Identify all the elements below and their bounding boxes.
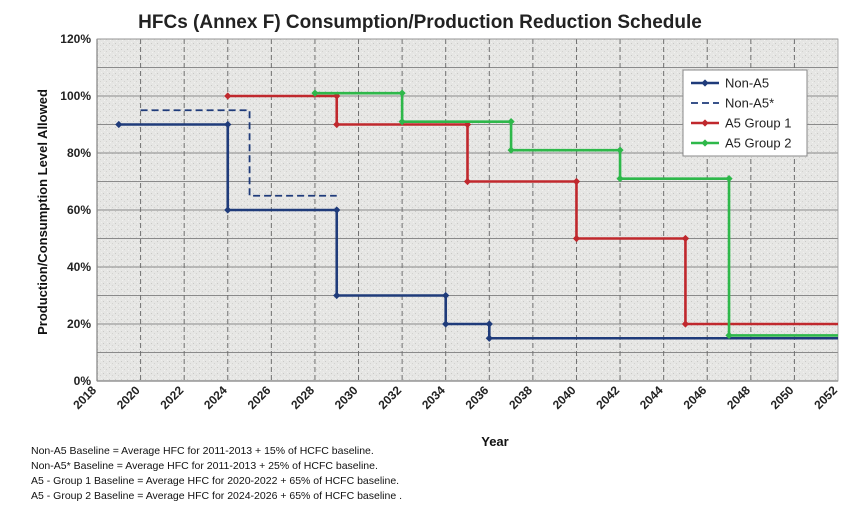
series-group: [115, 89, 838, 342]
legend-marker: [701, 79, 709, 87]
chart-title: HFCs (Annex F) Consumption/Production Re…: [138, 12, 702, 33]
data-point-marker: [224, 92, 232, 100]
x-tick-label: 2046: [681, 383, 710, 412]
legend: Non-A5 Non-A5* A5 Group 1 A5 Group 2: [682, 69, 808, 157]
x-tick-label: 2026: [245, 383, 274, 412]
legend-marker: [701, 119, 709, 127]
data-point-marker: [507, 118, 515, 126]
x-tick-label: 2022: [158, 383, 187, 412]
data-point-marker: [485, 320, 493, 328]
data-point-marker: [572, 177, 581, 186]
legend-marker: [701, 139, 709, 147]
x-tick-label: 2038: [506, 383, 535, 412]
x-tick-label: 2040: [550, 383, 579, 412]
data-point-marker: [463, 177, 472, 186]
x-axis-ticks: 2018 2020 2022 2024 2026 2028 2030 2032 2034 2036…: [70, 383, 840, 412]
x-tick-label: 2042: [593, 383, 622, 412]
x-tick-label: 2050: [768, 383, 797, 412]
data-point-marker: [485, 334, 493, 342]
data-point-marker: [398, 89, 406, 97]
data-point-marker: [224, 206, 232, 214]
x-tick-label: 2024: [201, 383, 230, 412]
data-point-marker: [333, 291, 341, 300]
x-tick-label: 2044: [637, 383, 666, 412]
data-point-marker: [572, 234, 581, 243]
legend-label: Non-A5*: [725, 96, 774, 111]
axes: [96, 38, 839, 382]
data-point-marker: [442, 291, 450, 300]
x-axis-label: Year: [481, 434, 508, 449]
y-axis-label: Production/Consumption Level Allowed: [35, 89, 50, 335]
footnote-a5-group1: A5 - Group 1 Baseline = Average HFC for …: [31, 475, 400, 487]
x-tick-label: 2028: [288, 383, 317, 412]
legend-label: Non-A5: [725, 76, 769, 91]
data-point-marker: [333, 120, 341, 129]
footnote-a5-group2: A5 - Group 2 Baseline = Average HFC for …: [31, 490, 403, 502]
x-tick-label: 2048: [724, 383, 753, 412]
data-point-marker: [442, 320, 450, 328]
plot-border: [96, 38, 839, 382]
y-tick-label: 100%: [60, 89, 91, 103]
x-tick-label: 2036: [463, 383, 492, 412]
data-point-marker: [725, 175, 733, 183]
x-tick-label: 2020: [114, 383, 143, 412]
y-axis-ticks: 0% 20% 40% 60% 80% 100% 120%: [60, 32, 91, 388]
data-point-marker: [115, 120, 123, 129]
x-tick-label: 2032: [375, 383, 404, 412]
footnote-non-a5-star: Non-A5* Baseline = Average HFC for 2011-…: [31, 460, 378, 472]
y-tick-label: 60%: [67, 203, 91, 217]
data-point-marker: [681, 234, 690, 243]
data-point-marker: [681, 320, 690, 328]
data-point-marker: [725, 331, 733, 339]
series-line-0: [118, 123, 838, 340]
data-point-marker: [616, 175, 624, 183]
x-tick-label: 2030: [332, 383, 361, 412]
data-point-marker: [507, 146, 515, 154]
y-tick-label: 0%: [74, 374, 92, 388]
y-tick-label: 120%: [60, 32, 91, 46]
data-point-marker: [224, 120, 232, 129]
data-point-marker: [311, 89, 319, 97]
footnote-non-a5: Non-A5 Baseline = Average HFC for 2011-2…: [31, 445, 374, 457]
legend-label: A5 Group 1: [725, 116, 792, 131]
legend-label: A5 Group 2: [725, 136, 792, 151]
y-tick-label: 40%: [67, 260, 91, 274]
footnotes: Non-A5 Baseline = Average HFC for 2011-2…: [31, 444, 402, 504]
series-line-3: [314, 91, 838, 337]
x-tick-label: 2052: [811, 383, 840, 412]
y-tick-label: 80%: [67, 146, 91, 160]
series-line-2: [227, 94, 838, 326]
x-tick-label: 2034: [419, 383, 448, 412]
data-point-marker: [333, 206, 341, 214]
data-point-marker: [616, 146, 624, 154]
data-point-marker: [398, 118, 406, 126]
y-tick-label: 20%: [67, 317, 91, 331]
